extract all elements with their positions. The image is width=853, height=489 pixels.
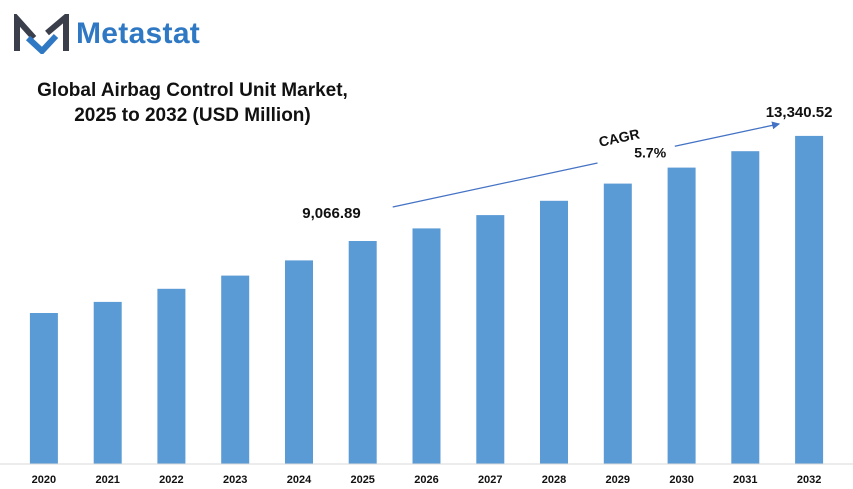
bar-2023 — [221, 275, 250, 464]
bar-2024 — [285, 260, 313, 464]
bar-2029 — [603, 183, 632, 464]
bar-2025 — [348, 241, 377, 464]
x-tick-label-2032: 2032 — [797, 474, 821, 486]
x-tick-label-2029: 2029 — [606, 474, 630, 486]
brand-name: Metastat — [76, 17, 201, 50]
data-label-2032: 13,340.52 — [766, 104, 833, 121]
chart-title-line-2: 2025 to 2032 (USD Million) — [74, 105, 311, 126]
x-axis-tick-labels: 2020 2021 2022 2023 2024 2025 2026 2027 2028 2029… — [32, 474, 822, 486]
bar-2028 — [540, 200, 568, 465]
x-tick-label-2028: 2028 — [542, 474, 566, 486]
bar-2030 — [667, 167, 696, 464]
cagr-value: 5.7% — [634, 145, 666, 161]
bar-series — [29, 135, 824, 465]
chart-title-line-1: Global Airbag Control Unit Market, — [37, 80, 348, 101]
bar-2031 — [731, 151, 760, 464]
bar-2020 — [29, 313, 58, 464]
bar-2027 — [476, 215, 505, 464]
x-tick-label-2020: 2020 — [32, 474, 56, 486]
bar-2026 — [412, 228, 441, 464]
chart-title: Global Airbag Control Unit Market, 2025 … — [20, 78, 365, 128]
bar-2022 — [157, 288, 186, 464]
metastat-m-logo-icon — [14, 14, 69, 54]
x-tick-label-2022: 2022 — [159, 474, 183, 486]
x-tick-label-2031: 2031 — [733, 474, 757, 486]
bar-2021 — [93, 301, 122, 464]
x-tick-label-2025: 2025 — [350, 474, 374, 486]
bar-2032 — [795, 135, 824, 464]
x-tick-label-2021: 2021 — [95, 474, 119, 486]
cagr-arrow-segment-2 — [674, 121, 781, 147]
x-tick-label-2023: 2023 — [223, 474, 247, 486]
data-label-2025: 9,066.89 — [302, 205, 360, 222]
x-tick-label-2026: 2026 — [414, 474, 438, 486]
cagr-arrow-segment-1 — [392, 162, 598, 208]
x-tick-label-2024: 2024 — [287, 474, 312, 486]
x-tick-label-2030: 2030 — [669, 474, 693, 486]
data-labels: 9,066.89 13,340.52 — [302, 104, 832, 222]
x-tick-label-2027: 2027 — [478, 474, 502, 486]
brand-logo: Metastat — [14, 14, 200, 54]
